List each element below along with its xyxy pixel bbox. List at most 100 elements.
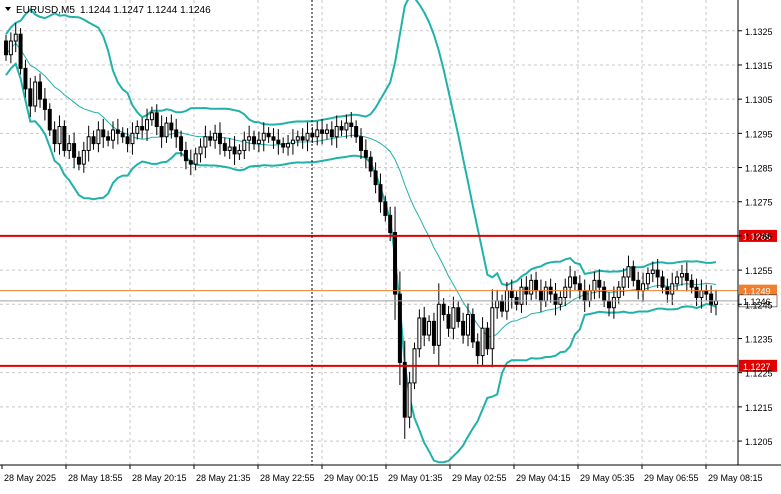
level-price-tag xyxy=(739,359,777,372)
time-tick-label: 28 May 20:15 xyxy=(132,473,187,483)
candle-body xyxy=(324,129,329,134)
candle-body xyxy=(222,143,227,151)
candle-body xyxy=(145,119,150,131)
candle-body xyxy=(76,156,81,165)
time-axis[interactable]: 28 May 2025 28 May 18:55 28 May 20:15 28 Ma… xyxy=(1,465,763,483)
candle-body xyxy=(699,290,704,298)
candle-body xyxy=(641,283,646,292)
time-tick-label: 28 May 2025 xyxy=(4,473,56,483)
candle-body xyxy=(8,40,13,56)
candle-body xyxy=(179,136,184,151)
candle-body xyxy=(47,108,52,131)
candle-body xyxy=(709,293,714,305)
candle-body xyxy=(368,156,373,172)
candle-body xyxy=(461,320,466,336)
ohlc-values: 1.1244 1.1247 1.1244 1.1246 xyxy=(80,5,211,16)
candle-body xyxy=(213,132,218,141)
candlesticks xyxy=(4,23,718,439)
price-tick-label: 1.1295 xyxy=(745,129,773,139)
candle-body xyxy=(645,273,650,285)
triangle-down-icon[interactable] xyxy=(5,7,11,11)
price-tick-label: 1.1235 xyxy=(745,334,773,344)
candle-body xyxy=(407,382,412,418)
candle-body xyxy=(621,276,626,288)
candle-body xyxy=(431,320,436,346)
candle-body xyxy=(456,307,461,322)
candle-body xyxy=(509,290,514,298)
candle-body xyxy=(237,149,242,155)
candle-body xyxy=(295,136,300,141)
candle-body xyxy=(402,361,407,418)
candle-body xyxy=(130,132,135,145)
candle-body xyxy=(42,98,47,110)
time-tick-label: 28 May 18:55 xyxy=(68,473,123,483)
candle-body xyxy=(349,122,354,128)
level-price-label: 1.1227 xyxy=(743,362,771,372)
candle-body xyxy=(388,214,393,234)
candle-body xyxy=(286,143,291,148)
horizontal-levels[interactable]: 1.1265 1.1249 1.1227 1.1246 xyxy=(0,229,778,372)
bid-price-tag xyxy=(738,294,778,308)
candle-body xyxy=(208,136,213,141)
candle-body xyxy=(18,33,23,69)
candle-body xyxy=(13,33,18,42)
candle-body xyxy=(344,122,349,131)
candle-body xyxy=(252,136,257,145)
candle-body xyxy=(334,126,339,138)
price-axis[interactable]: 1.1325 1.1315 1.1305 1.1295 1.1285 1.1275 1.12… xyxy=(738,27,773,447)
candle-body xyxy=(140,126,145,131)
candle-body xyxy=(495,300,500,309)
candle-body xyxy=(650,269,655,275)
candle-body xyxy=(281,143,286,148)
candle-body xyxy=(125,136,130,145)
time-tick-label: 29 May 00:15 xyxy=(324,473,379,483)
candle-body xyxy=(451,307,456,329)
candle-body xyxy=(611,296,616,309)
candle-body xyxy=(616,286,621,298)
price-tick-label: 1.1285 xyxy=(745,164,773,174)
candle-body xyxy=(480,327,485,357)
candle-body xyxy=(261,132,266,141)
candle-body xyxy=(675,276,680,285)
time-tick-label: 29 May 05:35 xyxy=(580,473,635,483)
candle-body xyxy=(217,132,222,145)
candle-body xyxy=(465,314,470,336)
candle-body xyxy=(169,122,174,131)
level-price-label: 1.1265 xyxy=(743,232,771,242)
candle-body xyxy=(359,136,363,151)
time-tick-label: 29 May 06:55 xyxy=(644,473,699,483)
candle-body xyxy=(597,279,602,288)
candle-body xyxy=(660,276,665,288)
time-tick-label: 29 May 08:15 xyxy=(708,473,763,483)
candle-body xyxy=(266,132,271,138)
candle-body xyxy=(572,276,577,285)
candle-body xyxy=(28,88,33,107)
candle-body xyxy=(490,307,495,350)
candle-body xyxy=(626,266,631,278)
candle-body xyxy=(397,293,402,363)
candle-body xyxy=(436,303,441,346)
candle-body xyxy=(290,139,295,145)
candle-body xyxy=(568,276,573,288)
candle-body xyxy=(300,136,305,141)
level-price-tag xyxy=(739,284,777,297)
candle-body xyxy=(582,290,587,302)
candle-body xyxy=(320,129,325,134)
candle-body xyxy=(174,129,179,138)
candle-body xyxy=(636,279,641,292)
candle-body xyxy=(154,112,159,128)
candle-body xyxy=(363,149,368,158)
price-tick-label: 1.1245 xyxy=(745,300,773,310)
level-price-label: 1.1249 xyxy=(743,287,771,297)
candle-body xyxy=(714,300,718,305)
candle-body xyxy=(106,136,111,141)
price-tick-label: 1.1265 xyxy=(745,232,773,242)
candle-body xyxy=(232,146,237,155)
candle-body xyxy=(227,146,232,151)
candle-body xyxy=(529,279,534,295)
candle-body xyxy=(670,283,675,295)
chart-header: EURUSD,M5 1.1244 1.1247 1.1244 1.1246 xyxy=(5,5,211,16)
